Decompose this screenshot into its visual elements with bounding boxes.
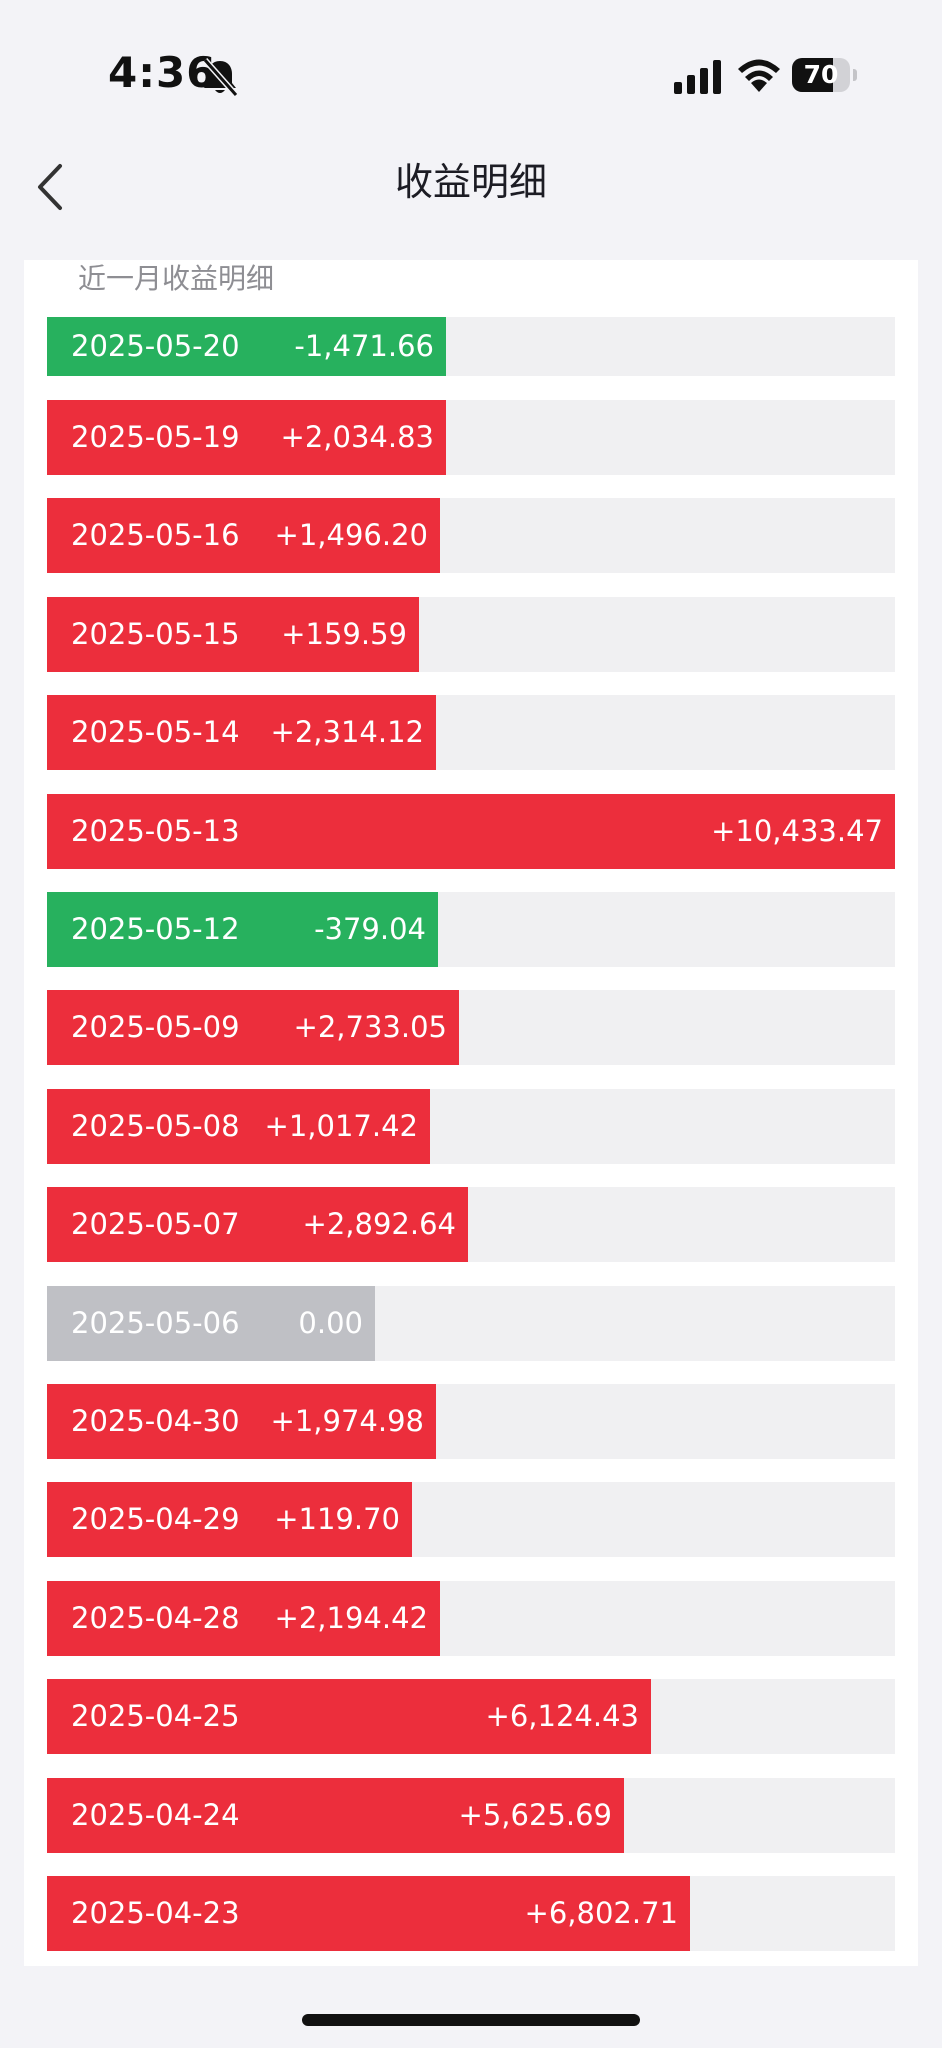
earnings-bar-fill: [47, 794, 895, 869]
row-date: 2025-04-30: [71, 1404, 240, 1438]
earnings-row[interactable]: 2025-04-25 +6,124.43: [47, 1679, 895, 1754]
row-date: 2025-05-12: [71, 912, 240, 946]
row-date: 2025-05-06: [71, 1306, 240, 1340]
row-value: +159.59: [281, 617, 407, 651]
status-bar: 4:36 70: [0, 0, 942, 150]
earnings-row[interactable]: 2025-05-07 +2,892.64: [47, 1187, 895, 1262]
bell-slash-icon: [202, 58, 239, 97]
earnings-row[interactable]: 2025-05-16 +1,496.20: [47, 498, 895, 573]
earnings-row[interactable]: 2025-04-28 +2,194.42: [47, 1581, 895, 1656]
earnings-bar-fill: [47, 1482, 412, 1557]
battery-icon: 70: [792, 58, 858, 94]
row-date: 2025-05-15: [71, 617, 240, 651]
row-value: +2,314.12: [270, 715, 424, 749]
earnings-row[interactable]: 2025-05-12 -379.04: [47, 892, 895, 967]
earnings-bar-fill: [47, 1089, 430, 1164]
earnings-bar-fill: [47, 1581, 440, 1656]
earnings-bar-fill: [47, 317, 446, 376]
earnings-row[interactable]: 2025-05-08 +1,017.42: [47, 1089, 895, 1164]
earnings-bar-fill: [47, 990, 459, 1065]
row-value: +5,625.69: [458, 1798, 612, 1832]
earnings-bar-fill: [47, 892, 438, 967]
earnings-row[interactable]: 2025-04-29 +119.70: [47, 1482, 895, 1557]
earnings-row[interactable]: 2025-04-24 +5,625.69: [47, 1778, 895, 1853]
earnings-row[interactable]: 2025-05-20 -1,471.66: [47, 317, 895, 376]
row-date: 2025-05-14: [71, 715, 240, 749]
row-value: +6,124.43: [485, 1699, 639, 1733]
row-date: 2025-04-25: [71, 1699, 240, 1733]
earnings-card: 近一月收益明细 2025-05-20 -1,471.66 2025-05-19 +2,…: [24, 260, 918, 1966]
earnings-bar-fill: [47, 1778, 624, 1853]
row-value: +6,802.71: [524, 1896, 678, 1930]
row-date: 2025-05-13: [71, 814, 240, 848]
earnings-row[interactable]: 2025-05-09 +2,733.05: [47, 990, 895, 1065]
row-value: +1,017.42: [264, 1109, 418, 1143]
row-date: 2025-05-07: [71, 1207, 240, 1241]
earnings-bar-fill: [47, 1679, 651, 1754]
row-value: 0.00: [298, 1306, 363, 1340]
battery-tip: [853, 69, 857, 81]
earnings-bar-list: 2025-05-20 -1,471.66 2025-05-19 +2,034.83 20…: [24, 260, 918, 1966]
row-value: +2,034.83: [280, 420, 434, 454]
page-title: 收益明细: [394, 160, 547, 204]
row-value: -379.04: [314, 912, 426, 946]
earnings-bar-fill: [47, 1384, 436, 1459]
row-date: 2025-05-16: [71, 518, 240, 552]
earnings-row[interactable]: 2025-05-13 +10,433.47: [47, 794, 895, 869]
home-indicator[interactable]: [302, 2014, 640, 2026]
row-date: 2025-05-09: [71, 1010, 240, 1044]
earnings-row[interactable]: 2025-05-19 +2,034.83: [47, 400, 895, 475]
section-title: 近一月收益明细: [78, 262, 275, 295]
earnings-bar-fill: [47, 498, 440, 573]
row-date: 2025-04-23: [71, 1896, 240, 1930]
earnings-row[interactable]: 2025-05-06 0.00: [47, 1286, 895, 1361]
row-value: +1,496.20: [274, 518, 428, 552]
row-value: +10,433.47: [711, 814, 883, 848]
row-value: +2,892.64: [302, 1207, 456, 1241]
battery-fill: [792, 58, 833, 92]
earnings-bar-fill: [47, 1187, 468, 1262]
row-date: 2025-05-20: [71, 329, 240, 363]
nav-bar: 收益明细: [0, 150, 942, 260]
earnings-bar-fill: [47, 597, 419, 672]
earnings-row[interactable]: 2025-04-30 +1,974.98: [47, 1384, 895, 1459]
row-date: 2025-04-24: [71, 1798, 240, 1832]
earnings-bar-fill: [47, 1876, 690, 1951]
wifi-icon: [738, 59, 780, 92]
earnings-row[interactable]: 2025-04-23 +6,802.71: [47, 1876, 895, 1951]
row-value: +2,194.42: [274, 1601, 428, 1635]
earnings-row[interactable]: 2025-05-15 +159.59: [47, 597, 895, 672]
chevron-left-icon[interactable]: [30, 154, 84, 216]
battery-level-text: 70: [803, 60, 839, 89]
row-value: -1,471.66: [294, 329, 434, 363]
row-date: 2025-05-19: [71, 420, 240, 454]
row-date: 2025-05-08: [71, 1109, 240, 1143]
row-date: 2025-04-29: [71, 1502, 240, 1536]
row-value: +2,733.05: [293, 1010, 447, 1044]
battery-body: 70: [792, 58, 850, 92]
row-date: 2025-04-28: [71, 1601, 240, 1635]
signal-icon: [674, 60, 721, 94]
row-value: +119.70: [274, 1502, 400, 1536]
earnings-row[interactable]: 2025-05-14 +2,314.12: [47, 695, 895, 770]
earnings-bar-fill: [47, 400, 446, 475]
earnings-bar-fill: [47, 1286, 375, 1361]
row-value: +1,974.98: [270, 1404, 424, 1438]
status-time: 4:36: [108, 48, 217, 97]
earnings-bar-fill: [47, 695, 436, 770]
